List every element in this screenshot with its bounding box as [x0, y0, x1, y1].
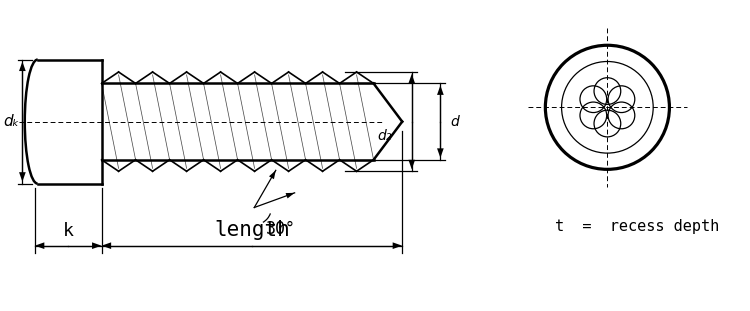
Polygon shape [34, 242, 44, 249]
Text: d₂: d₂ [378, 129, 392, 143]
Polygon shape [286, 193, 295, 198]
Polygon shape [409, 160, 415, 169]
Text: t  =  recess depth: t = recess depth [555, 219, 719, 234]
Text: length: length [214, 220, 290, 240]
Polygon shape [19, 62, 26, 71]
Polygon shape [92, 242, 101, 249]
Polygon shape [269, 170, 276, 179]
Text: d: d [450, 115, 459, 129]
Polygon shape [409, 74, 415, 83]
Polygon shape [101, 242, 111, 249]
Polygon shape [437, 85, 444, 95]
Text: k: k [63, 222, 74, 240]
Polygon shape [393, 242, 402, 249]
Polygon shape [19, 172, 26, 182]
Text: dₖ: dₖ [3, 114, 19, 129]
Polygon shape [437, 148, 444, 158]
Text: 30°: 30° [266, 220, 296, 238]
